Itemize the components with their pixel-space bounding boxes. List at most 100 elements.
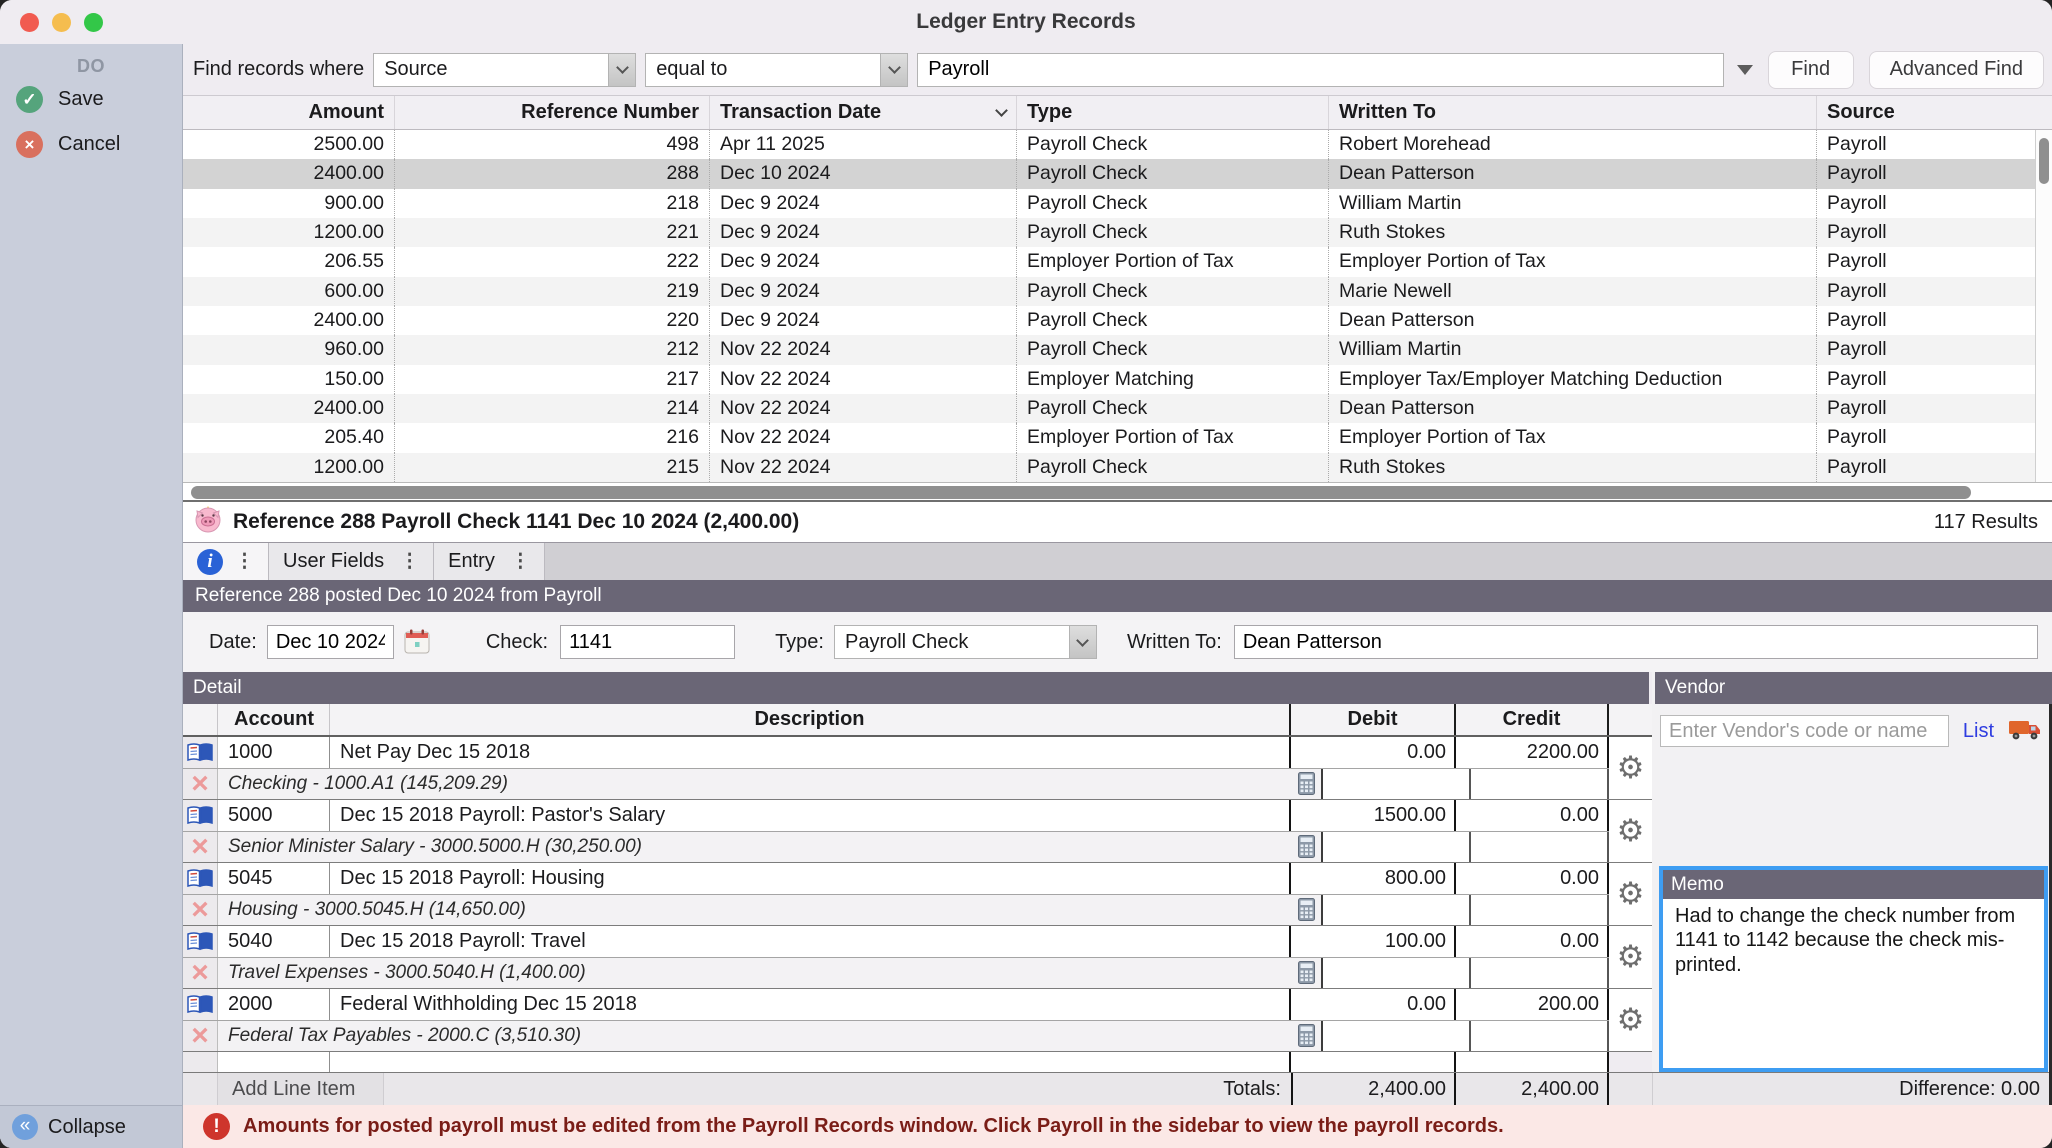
table-row[interactable]: 206.55 222 Dec 9 2024 Employer Portion of T… bbox=[183, 247, 2052, 277]
credit-field[interactable]: 0.00 bbox=[1456, 863, 1609, 894]
column-header-date[interactable]: Transaction Date bbox=[710, 96, 1017, 129]
calculator-icon[interactable] bbox=[1298, 835, 1316, 864]
delete-line-icon[interactable]: × bbox=[183, 1021, 218, 1051]
account-number-field[interactable]: 5000 bbox=[218, 800, 330, 831]
table-row[interactable]: 205.40 216 Nov 22 2024 Employer Portion of … bbox=[183, 423, 2052, 453]
table-row[interactable]: 960.00 212 Nov 22 2024 Payroll Check William… bbox=[183, 335, 2052, 365]
horizontal-scrollbar[interactable] bbox=[183, 482, 2052, 502]
account-number-field[interactable]: 1000 bbox=[218, 737, 330, 768]
debit-field[interactable]: 800.00 bbox=[1291, 863, 1456, 894]
table-row[interactable]: 2500.00 498 Apr 11 2025 Payroll Check Robert… bbox=[183, 130, 2052, 160]
ledger-book-icon[interactable] bbox=[183, 737, 218, 768]
calculator-icon[interactable] bbox=[1298, 1024, 1316, 1053]
debit-field[interactable]: 0.00 bbox=[1291, 989, 1456, 1020]
table-row[interactable]: 2400.00 220 Dec 9 2024 Payroll Check Dean Pa… bbox=[183, 305, 2052, 336]
delete-line-icon[interactable]: × bbox=[183, 769, 218, 799]
delete-line-icon[interactable]: × bbox=[183, 832, 218, 862]
debit-cell-empty[interactable] bbox=[1291, 1052, 1456, 1072]
column-header-type[interactable]: Type bbox=[1017, 96, 1329, 129]
gear-icon[interactable]: ⚙ bbox=[1609, 989, 1652, 1051]
delete-line-icon[interactable]: × bbox=[183, 895, 218, 925]
written-to-field[interactable] bbox=[1233, 625, 2038, 659]
table-row[interactable]: 2400.00 214 Nov 22 2024 Payroll Check Dean P… bbox=[183, 393, 2052, 424]
truck-icon[interactable] bbox=[2008, 717, 2042, 746]
type-select[interactable]: Payroll Check bbox=[833, 625, 1097, 659]
cancel-button[interactable]: × Cancel bbox=[0, 122, 182, 167]
save-button[interactable]: ✓ Save bbox=[0, 77, 182, 122]
description-field[interactable]: Federal Withholding Dec 15 2018 bbox=[330, 989, 1291, 1020]
detail-section-header: Detail bbox=[183, 672, 1649, 704]
credit-field[interactable]: 2200.00 bbox=[1456, 737, 1609, 768]
account-number-field[interactable]: 5040 bbox=[218, 926, 330, 957]
account-number-field[interactable]: 2000 bbox=[218, 989, 330, 1020]
collapse-sidebar-button[interactable]: « Collapse bbox=[0, 1105, 182, 1148]
column-header-source[interactable]: Source bbox=[1827, 101, 1895, 123]
debit-field[interactable]: 100.00 bbox=[1291, 926, 1456, 957]
tab-user-fields[interactable]: User Fields ⋮ bbox=[269, 543, 435, 580]
table-row[interactable]: 1200.00 215 Nov 22 2024 Payroll Check Ruth S… bbox=[183, 452, 2052, 482]
add-line-item-button[interactable]: Add Line Item bbox=[218, 1073, 384, 1105]
calculator-icon[interactable] bbox=[1298, 772, 1316, 801]
minimize-window-button[interactable] bbox=[52, 12, 71, 32]
advanced-find-button[interactable]: Advanced Find bbox=[1868, 50, 2044, 89]
gear-icon[interactable]: ⚙ bbox=[1609, 926, 1652, 988]
vendor-search-input[interactable] bbox=[1660, 715, 1949, 747]
credit-cell-empty[interactable] bbox=[1456, 1052, 1609, 1072]
memo-text-field[interactable]: Had to change the check number from 1141… bbox=[1675, 905, 2016, 976]
scrollbar-thumb[interactable] bbox=[191, 486, 1971, 499]
tab-options-icon[interactable]: ⋮ bbox=[510, 551, 530, 572]
description-field[interactable]: Net Pay Dec 15 2018 bbox=[330, 737, 1291, 768]
account-cell-empty[interactable] bbox=[218, 1052, 330, 1072]
tab-info[interactable]: i ⋮ bbox=[183, 543, 269, 580]
vertical-scrollbar[interactable] bbox=[2035, 130, 2052, 482]
credit-field[interactable]: 200.00 bbox=[1456, 989, 1609, 1020]
tab-user-fields-label: User Fields bbox=[283, 550, 385, 572]
delete-line-icon[interactable]: × bbox=[183, 958, 218, 988]
table-row[interactable]: 1200.00 221 Dec 9 2024 Payroll Check Ruth St… bbox=[183, 217, 2052, 248]
ledger-book-icon[interactable] bbox=[183, 863, 218, 894]
gear-icon[interactable]: ⚙ bbox=[1609, 800, 1652, 862]
tab-options-icon[interactable]: ⋮ bbox=[235, 551, 254, 572]
tab-entry-label: Entry bbox=[448, 550, 495, 572]
vendor-list-link[interactable]: List bbox=[1962, 719, 1994, 742]
find-query-input[interactable] bbox=[917, 52, 1724, 87]
table-row[interactable]: 2400.00 288 Dec 10 2024 Payroll Check Dean P… bbox=[183, 159, 2052, 189]
calendar-icon[interactable] bbox=[404, 629, 430, 655]
gear-icon[interactable]: ⚙ bbox=[1609, 737, 1652, 799]
tab-entry[interactable]: Entry ⋮ bbox=[434, 543, 545, 580]
account-detail-text: Checking - 1000.A1 (145,209.29) bbox=[218, 769, 1324, 801]
credit-field[interactable]: 0.00 bbox=[1456, 926, 1609, 957]
find-operator-select[interactable]: equal to bbox=[645, 52, 909, 87]
table-row[interactable]: 900.00 218 Dec 9 2024 Payroll Check William … bbox=[183, 188, 2052, 218]
description-cell-empty[interactable] bbox=[330, 1052, 1291, 1072]
ledger-book-icon[interactable] bbox=[183, 926, 218, 957]
check-icon: ✓ bbox=[16, 86, 43, 113]
cell-transaction-date: Nov 22 2024 bbox=[710, 364, 1017, 394]
table-row[interactable]: 600.00 219 Dec 9 2024 Payroll Check Marie Ne… bbox=[183, 276, 2052, 306]
find-field-select[interactable]: Source bbox=[373, 52, 637, 87]
check-number-field[interactable] bbox=[560, 625, 736, 659]
table-row[interactable]: 150.00 217 Nov 22 2024 Employer Matching Emp… bbox=[183, 364, 2052, 394]
calculator-icon[interactable] bbox=[1298, 898, 1316, 927]
column-header-reference[interactable]: Reference Number bbox=[395, 96, 710, 129]
account-number-field[interactable]: 5045 bbox=[218, 863, 330, 894]
date-field[interactable] bbox=[266, 625, 394, 659]
tab-options-icon[interactable]: ⋮ bbox=[400, 551, 420, 572]
gear-icon[interactable]: ⚙ bbox=[1609, 863, 1652, 925]
calculator-icon[interactable] bbox=[1298, 961, 1316, 990]
ledger-book-icon[interactable] bbox=[183, 989, 218, 1020]
scrollbar-thumb[interactable] bbox=[2039, 138, 2049, 184]
zoom-window-button[interactable] bbox=[84, 12, 103, 32]
ledger-book-icon[interactable] bbox=[183, 800, 218, 831]
description-field[interactable]: Dec 15 2018 Payroll: Travel bbox=[330, 926, 1291, 957]
debit-field[interactable]: 0.00 bbox=[1291, 737, 1456, 768]
credit-field[interactable]: 0.00 bbox=[1456, 800, 1609, 831]
close-window-button[interactable] bbox=[20, 12, 39, 32]
description-field[interactable]: Dec 15 2018 Payroll: Pastor's Salary bbox=[330, 800, 1291, 831]
column-header-amount[interactable]: Amount bbox=[183, 96, 395, 129]
find-button[interactable]: Find bbox=[1767, 50, 1854, 89]
description-field[interactable]: Dec 15 2018 Payroll: Housing bbox=[330, 863, 1291, 894]
debit-field[interactable]: 1500.00 bbox=[1291, 800, 1456, 831]
search-history-dropdown-icon[interactable] bbox=[1736, 64, 1753, 75]
column-header-written-to[interactable]: Written To bbox=[1329, 96, 1817, 129]
